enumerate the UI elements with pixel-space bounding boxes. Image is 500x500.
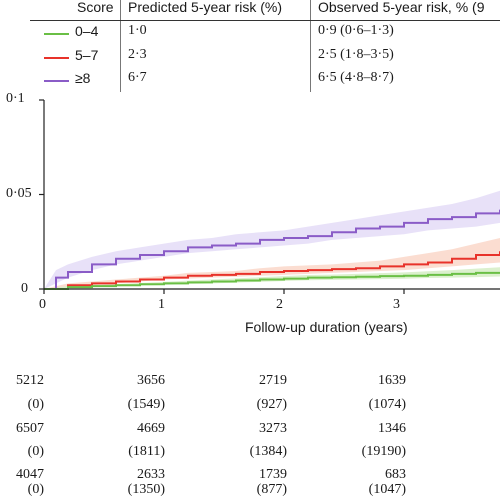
legend-swatch <box>44 80 69 82</box>
risk-cell: 1346 <box>378 421 406 436</box>
observed-risk-value: 6·5 (4·8–8·7) <box>318 70 394 85</box>
table-divider <box>120 0 121 92</box>
risk-cell: (1047) <box>368 482 406 497</box>
x-axis-title: Follow-up duration (years) <box>245 319 408 335</box>
risk-cell: 4669 <box>137 421 165 436</box>
header-predicted: Predicted 5-year risk (%) <box>128 0 283 15</box>
risk-cell: (0) <box>27 444 44 459</box>
risk-cell: 3656 <box>137 373 165 388</box>
table-header-rule <box>30 20 500 21</box>
series-line <box>44 251 500 290</box>
risk-cell: 1639 <box>378 373 406 388</box>
risk-cell: (927) <box>256 397 287 412</box>
risk-cell: 2719 <box>259 373 287 388</box>
risk-cell: (1549) <box>127 397 165 412</box>
observed-risk-value: 0·9 (0·6–1·3) <box>318 23 394 38</box>
confidence-band <box>44 237 500 289</box>
x-tick-label: 1 <box>158 297 165 312</box>
risk-cell: (1811) <box>128 444 165 459</box>
legend-score-label: ≥8 <box>75 70 91 86</box>
risk-cell: (1074) <box>368 397 406 412</box>
risk-cell: (0) <box>27 397 44 412</box>
risk-cell: 3273 <box>259 421 287 436</box>
series-line <box>44 209 500 290</box>
legend-score-label: 0–4 <box>75 23 99 39</box>
risk-cell: 6507 <box>16 421 44 436</box>
risk-cell: 683 <box>385 467 406 482</box>
header-observed: Observed 5-year risk, % (9 <box>318 0 485 15</box>
risk-cell: 2633 <box>137 467 165 482</box>
risk-cell: (1350) <box>127 482 165 497</box>
legend-score-label: 5–7 <box>75 47 99 63</box>
y-tick-label: 0·1 <box>6 91 25 106</box>
y-tick-label: 0·05 <box>6 186 32 201</box>
risk-cell: 1739 <box>259 467 287 482</box>
series-line <box>44 271 500 290</box>
x-tick-label: 2 <box>276 297 283 312</box>
risk-cell: (19190) <box>361 444 406 459</box>
header-score: Score <box>77 0 114 15</box>
legend-swatch <box>44 33 69 35</box>
predicted-risk-value: 6·7 <box>128 70 147 85</box>
predicted-risk-value: 1·0 <box>128 23 147 38</box>
risk-cell: (1384) <box>249 444 287 459</box>
predicted-risk-value: 2·3 <box>128 47 147 62</box>
table-divider <box>310 0 311 92</box>
risk-cell: 4047 <box>16 467 44 482</box>
y-tick-label: 0 <box>21 281 28 296</box>
risk-cell: 5212 <box>16 373 44 388</box>
risk-cell: (0) <box>27 482 44 497</box>
legend-swatch <box>44 57 69 59</box>
risk-cell: (877) <box>256 482 287 497</box>
x-tick-label: 0 <box>39 297 46 312</box>
x-tick-label: 3 <box>393 297 400 312</box>
observed-risk-value: 2·5 (1·8–3·5) <box>318 47 394 62</box>
